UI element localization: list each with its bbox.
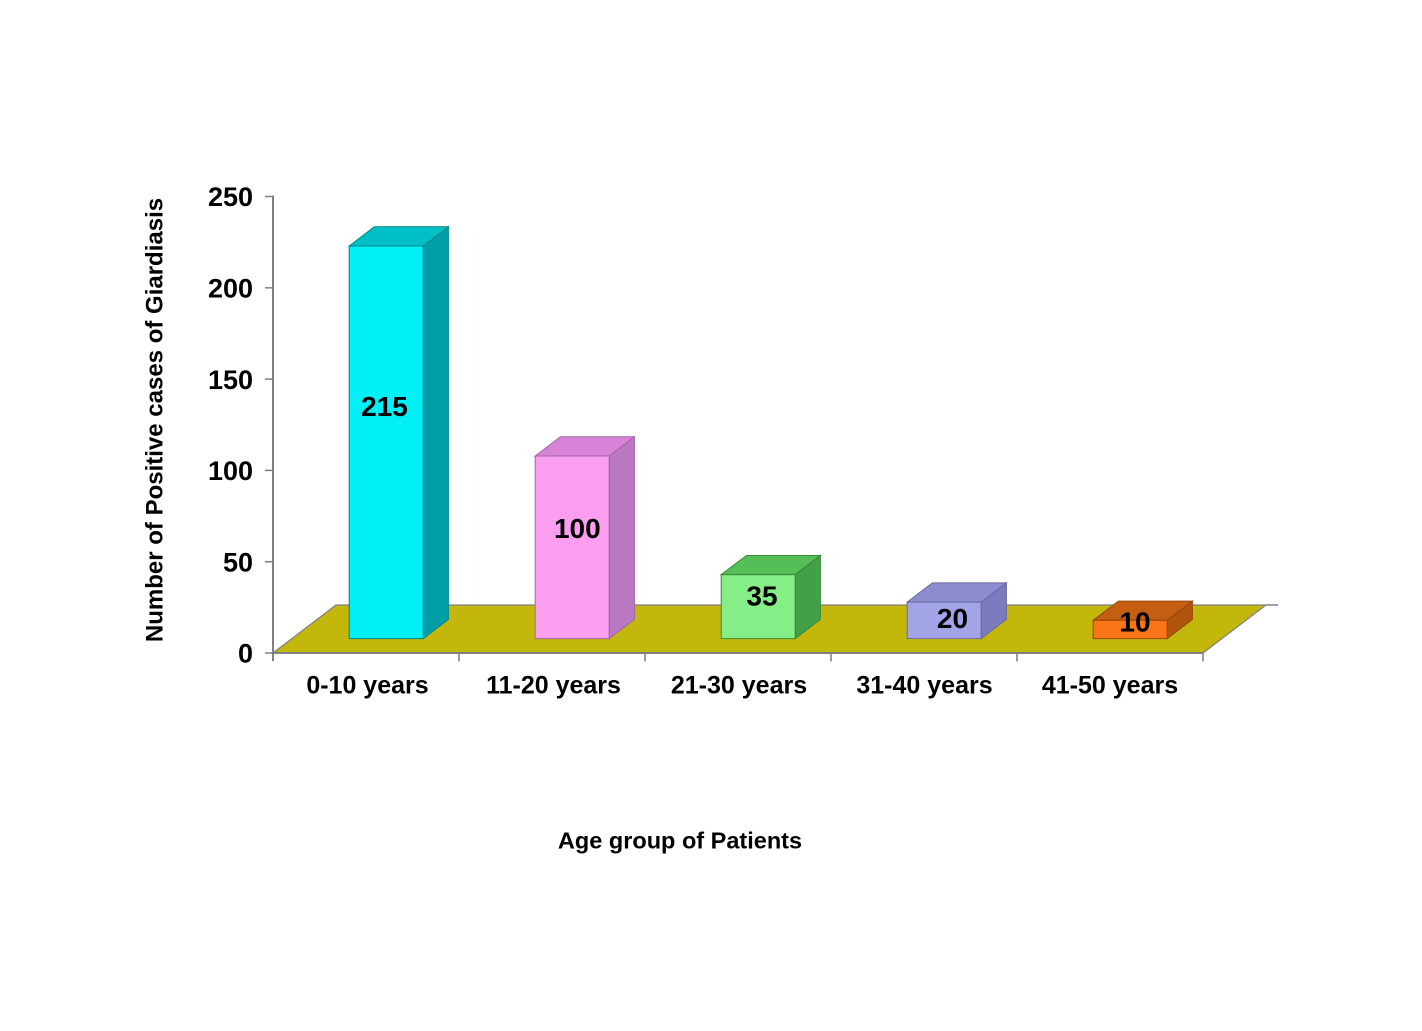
svg-text:Number of Positive cases of Gi: Number of Positive cases of Giardiasis (142, 198, 169, 642)
svg-text:10: 10 (1119, 606, 1150, 637)
svg-text:21-30 years: 21-30 years (671, 672, 807, 700)
svg-text:41-50 years: 41-50 years (1042, 672, 1178, 700)
svg-text:35: 35 (746, 581, 777, 612)
svg-text:Age group of Patients: Age group of Patients (558, 828, 802, 854)
svg-text:100: 100 (208, 456, 253, 486)
svg-text:150: 150 (208, 365, 253, 395)
svg-text:0-10 years: 0-10 years (306, 672, 428, 700)
svg-text:100: 100 (554, 513, 601, 544)
svg-text:215: 215 (361, 391, 408, 422)
svg-text:0: 0 (238, 639, 253, 669)
svg-text:31-40 years: 31-40 years (856, 672, 992, 700)
svg-text:11-20 years: 11-20 years (486, 672, 621, 700)
svg-text:250: 250 (208, 182, 253, 212)
svg-text:50: 50 (223, 547, 253, 577)
svg-text:20: 20 (937, 603, 968, 634)
svg-text:200: 200 (208, 274, 253, 304)
